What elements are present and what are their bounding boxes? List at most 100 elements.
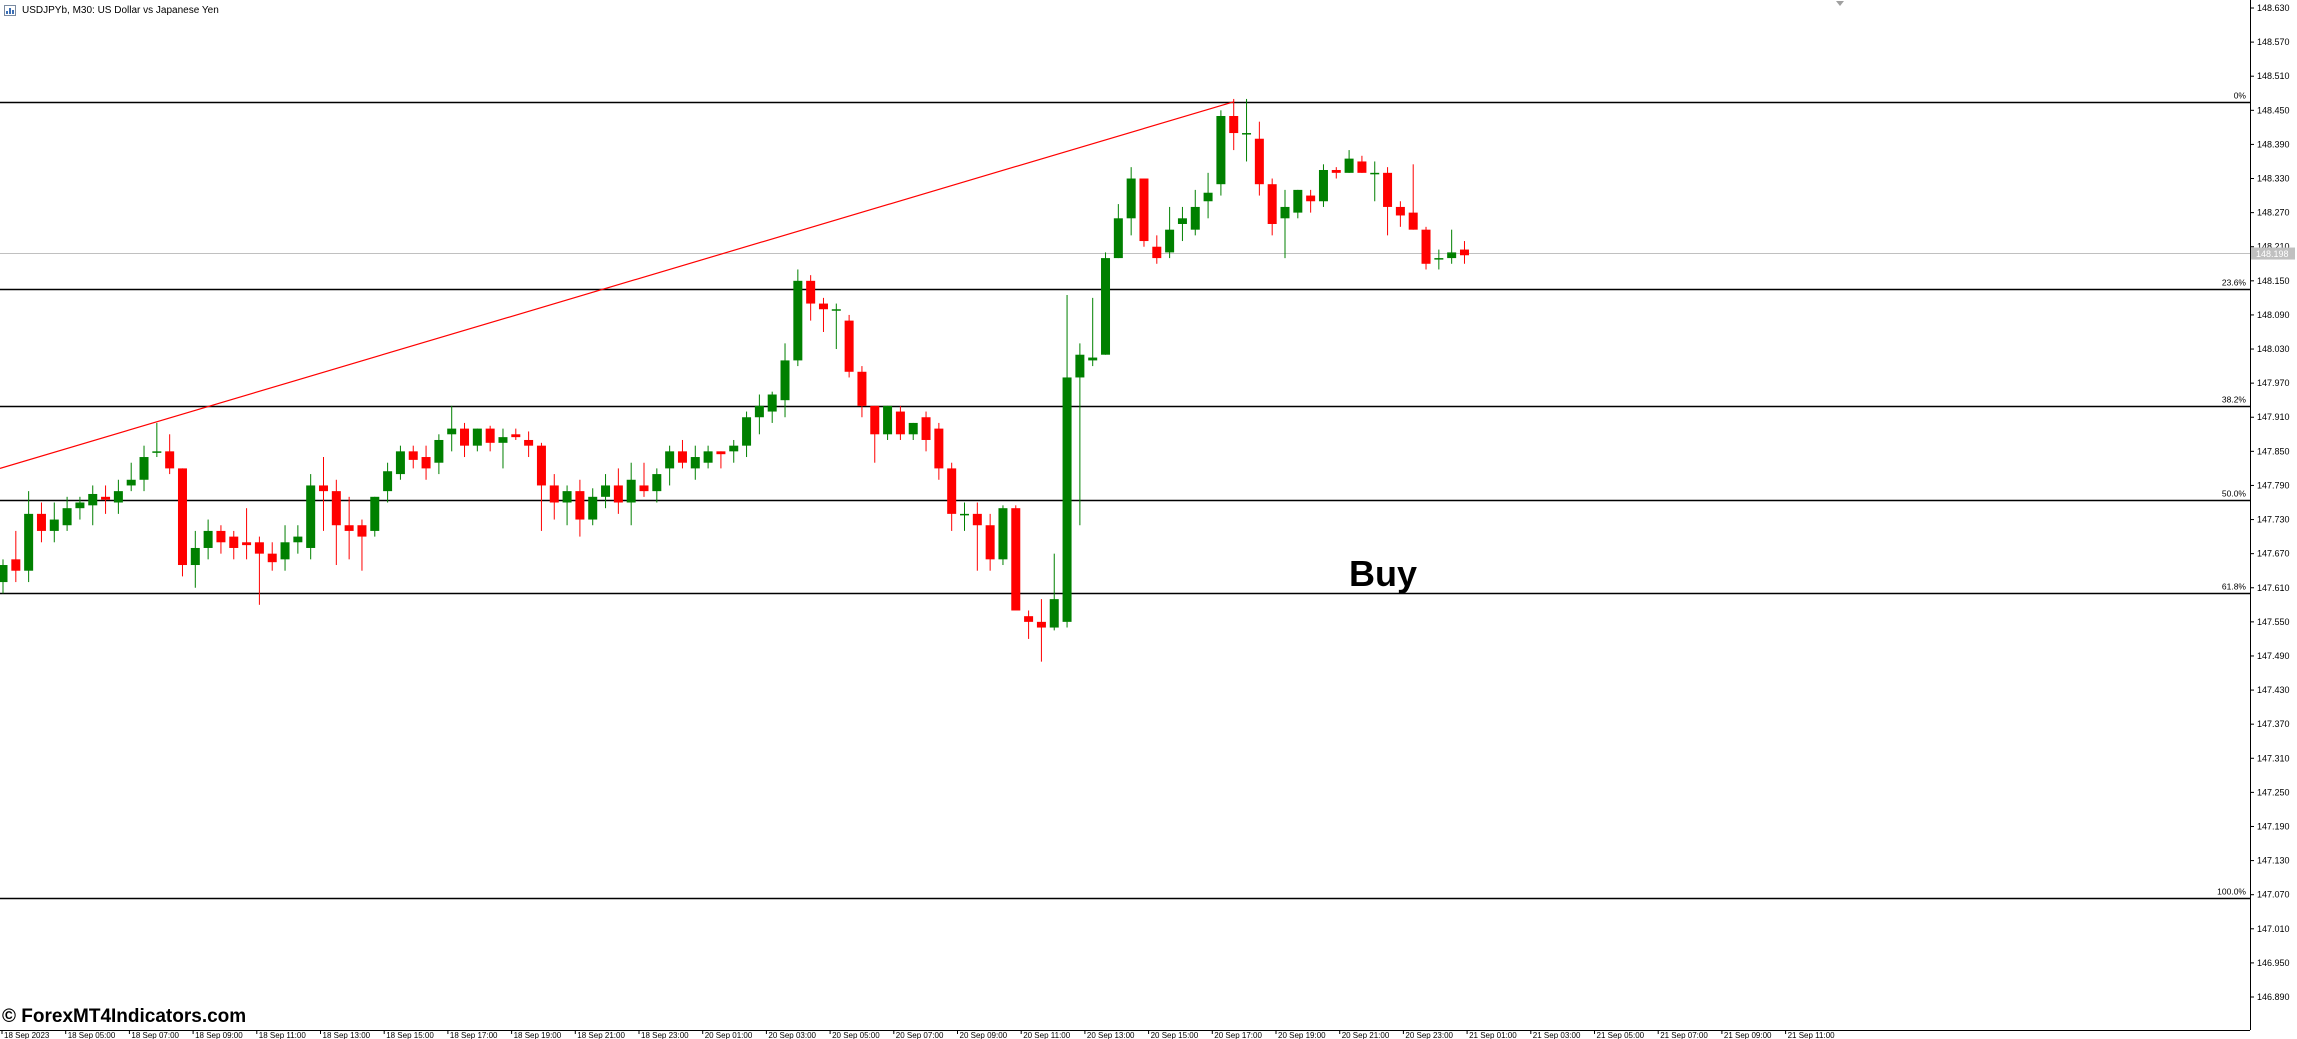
price-tick-label: 147.790 [2257,480,2290,490]
candle-body [357,525,367,537]
buy-annotation: Buy [1349,553,1418,594]
candle-body [1242,133,1252,135]
time-tick-label: 18 Sep 05:00 [68,1031,116,1039]
candle [1062,295,1072,628]
time-tick-label: 21 Sep 03:00 [1533,1031,1581,1039]
candle [113,479,123,514]
time-tick-label: 18 Sep 09:00 [195,1031,243,1039]
candle [306,474,316,560]
candle-body [588,496,598,520]
candle-body [1216,115,1226,185]
fib-level-label: 61.8% [2222,582,2247,592]
candle-body [434,439,444,463]
candle-body [1229,115,1239,134]
candle-body [242,542,252,546]
candle [36,502,46,543]
price-tick-label: 147.370 [2257,719,2290,729]
candle [1216,110,1226,196]
candle-body [190,547,200,566]
candle-body [1062,377,1072,622]
candle [395,445,405,480]
candle-body [1177,218,1187,224]
candle-body [498,437,508,443]
price-tick-label: 147.070 [2257,890,2290,900]
time-tick-label: 20 Sep 05:00 [832,1031,880,1039]
candle [1177,206,1187,242]
candle-body [1101,258,1111,355]
candle-body [703,451,713,463]
time-tick-label: 18 Sep 07:00 [131,1031,179,1039]
candle [1447,229,1457,264]
candle [806,275,816,321]
time-tick-label: 20 Sep 15:00 [1151,1031,1199,1039]
candle [665,445,675,486]
candle [818,297,828,332]
time-tick-label: 20 Sep 03:00 [768,1031,816,1039]
candle [767,391,777,423]
candle [190,530,200,588]
time-tick-label: 21 Sep 05:00 [1597,1031,1645,1039]
candle-body [280,542,290,560]
candle [793,269,803,367]
candle [421,445,431,480]
candle-body [1267,184,1277,224]
time-tick-label: 18 Sep 19:00 [514,1031,562,1039]
price-tick-label: 148.630 [2257,3,2290,13]
candle-body [1306,195,1316,202]
candle [729,439,739,463]
candle-body [1434,258,1444,260]
candle [485,425,495,452]
candle [536,442,546,531]
candle-body [1075,354,1085,378]
candle [101,485,111,514]
candle [703,445,713,469]
candle [652,468,662,503]
trendline[interactable] [0,101,1234,469]
candle-body [1331,169,1341,173]
candle [331,479,341,566]
candle-body [793,280,803,361]
candle-body [883,405,893,435]
candle-body [165,451,175,469]
candle [203,519,213,560]
candle-body [1113,218,1123,259]
candle-body [767,394,777,412]
candle-body [677,451,687,463]
candle [524,431,534,458]
candle [1165,206,1175,259]
candle [742,411,752,458]
candle-body [472,428,482,446]
candle [1049,553,1059,631]
price-tick-label: 147.310 [2257,753,2290,763]
candle-body [831,309,841,311]
chart-title: USDJPYb, M30: US Dollar vs Japanese Yen [22,4,219,16]
chart-window-icon [4,4,16,16]
candle [75,496,85,520]
candle [319,457,328,531]
candle-body [1459,249,1469,256]
time-tick-label: 20 Sep 17:00 [1214,1031,1262,1039]
candle-body [11,559,21,571]
candle-body [985,525,995,560]
candle-body [1318,169,1328,202]
candle [1395,201,1405,227]
price-tick-label: 148.030 [2257,344,2290,354]
price-tick-label: 148.390 [2257,139,2290,149]
chart-shift-marker-icon[interactable] [1836,1,1844,6]
candle-body [293,536,303,543]
price-tick-label: 148.210 [2257,242,2290,252]
candle [1254,121,1264,196]
current-price-label: 148.198 [2256,249,2289,259]
candle [1126,167,1136,236]
candle-body [421,457,431,469]
candle-body [1203,192,1213,202]
candle-body [447,428,457,435]
current-price-tag [2251,247,2295,260]
price-tick-label: 148.330 [2257,174,2290,184]
candle [985,513,995,571]
candle [1190,189,1200,236]
candle-body [485,428,495,443]
fib-level-label: 50.0% [2222,489,2247,499]
candle-body [818,303,828,310]
